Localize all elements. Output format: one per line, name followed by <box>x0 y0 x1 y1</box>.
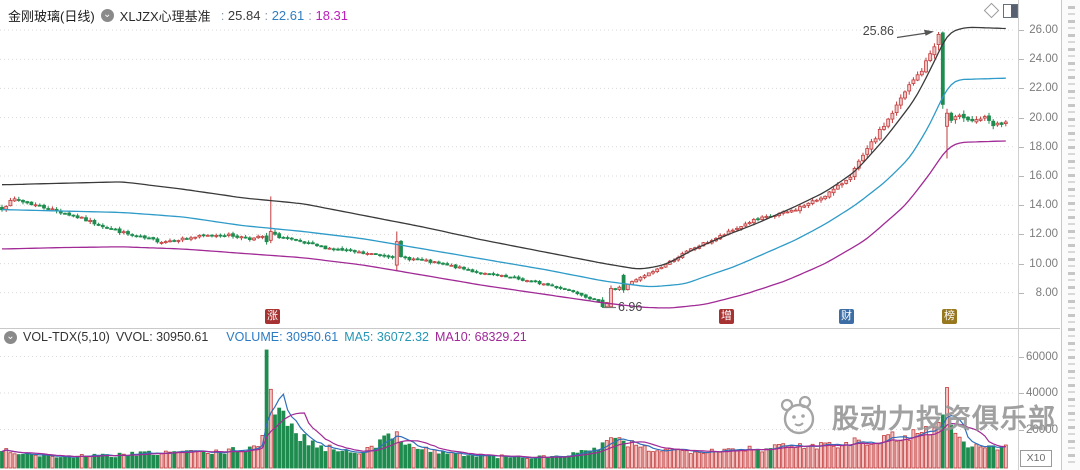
price-axis-label: 8.00 <box>1035 286 1058 299</box>
right-sidebar-strip[interactable] <box>1061 0 1080 470</box>
pane-separator <box>0 328 1060 329</box>
volume-value: VOLUME: 30950.61 <box>226 330 339 344</box>
collapse-icon-volume[interactable]: ⌄ <box>4 330 17 344</box>
volume-axis-label: 20000 <box>1026 423 1058 436</box>
price-axis-label: 12.00 <box>1029 228 1058 241</box>
volume-indicator-name[interactable]: VOL-TDX(5,10) <box>23 330 110 344</box>
price-axis-label: 22.00 <box>1029 82 1058 95</box>
indicator-values: : 25.84: 22.61: 18.31 <box>217 8 348 23</box>
value-separator: : <box>264 8 269 23</box>
axis-tick <box>1019 88 1024 90</box>
price-axis-label: 18.00 <box>1029 140 1058 153</box>
vvol-value: VVOL: 30950.61 <box>115 330 209 344</box>
price-axis-label: 20.00 <box>1029 111 1058 124</box>
main-chart-header: 金刚玻璃(日线) ⌄ XLJZX心理基准 : 25.84: 22.61: 18.… <box>8 6 348 25</box>
volume-axis-label: 40000 <box>1026 387 1058 399</box>
panel-toggle-icon[interactable] <box>1003 4 1018 18</box>
plot-right-border <box>1018 0 1019 470</box>
main-candlestick-chart[interactable] <box>0 0 1020 330</box>
peak-price-annotation: 25.86 <box>862 24 894 38</box>
axis-tick <box>1019 146 1024 148</box>
axis-tick <box>1019 234 1024 236</box>
axis-tick <box>1019 30 1024 31</box>
trough-price-annotation: 6.96 <box>618 300 643 314</box>
axis-tick <box>1019 393 1024 394</box>
stock-title: 金刚玻璃(日线) <box>8 9 95 24</box>
event-badge-增[interactable]: 增 <box>719 309 734 324</box>
axis-tick <box>1019 176 1024 177</box>
event-badge-榜[interactable]: 榜 <box>942 309 957 324</box>
axis-tick <box>1019 263 1024 265</box>
indicator-value: 18.31 <box>311 8 349 23</box>
panel-toggle-fill <box>1011 5 1017 17</box>
volume-ma10-value: MA10: 68329.21 <box>435 330 527 344</box>
indicator-value: 22.61 <box>268 8 305 23</box>
axis-tick <box>1019 356 1024 358</box>
value-separator: : <box>308 8 312 23</box>
x-axis-scale-label: X10 <box>1020 450 1052 467</box>
indicator-name[interactable]: XLJZX心理基准 <box>119 9 211 24</box>
volume-bar-chart[interactable] <box>0 348 1020 470</box>
price-axis-label: 16.00 <box>1029 170 1058 182</box>
collapse-icon[interactable]: ⌄ <box>100 9 114 22</box>
price-axis-label: 14.00 <box>1029 199 1058 212</box>
volume-ma5-value: MA5: 36072.32 <box>344 330 429 344</box>
indicator-value: 25.84 <box>224 8 261 23</box>
price-axis-label: 10.00 <box>1029 257 1058 270</box>
volume-axis-label: 60000 <box>1026 350 1058 363</box>
axis-tick <box>1019 205 1024 207</box>
axis-tick <box>1019 117 1024 119</box>
axis-tick <box>1019 429 1024 431</box>
value-separator: : <box>220 8 225 23</box>
volume-header: ⌄ VOL-TDX(5,10) VVOL: 30950.61 VOLUME: 3… <box>4 330 527 344</box>
price-axis-label: 26.00 <box>1029 24 1058 36</box>
event-badge-涨[interactable]: 涨 <box>265 309 280 324</box>
event-badge-财[interactable]: 财 <box>839 309 854 324</box>
price-axis-label: 24.00 <box>1029 53 1058 66</box>
right-sidebar-vertical-text <box>1068 6 1075 464</box>
axis-tick <box>1019 292 1024 294</box>
axis-tick <box>1019 59 1024 61</box>
